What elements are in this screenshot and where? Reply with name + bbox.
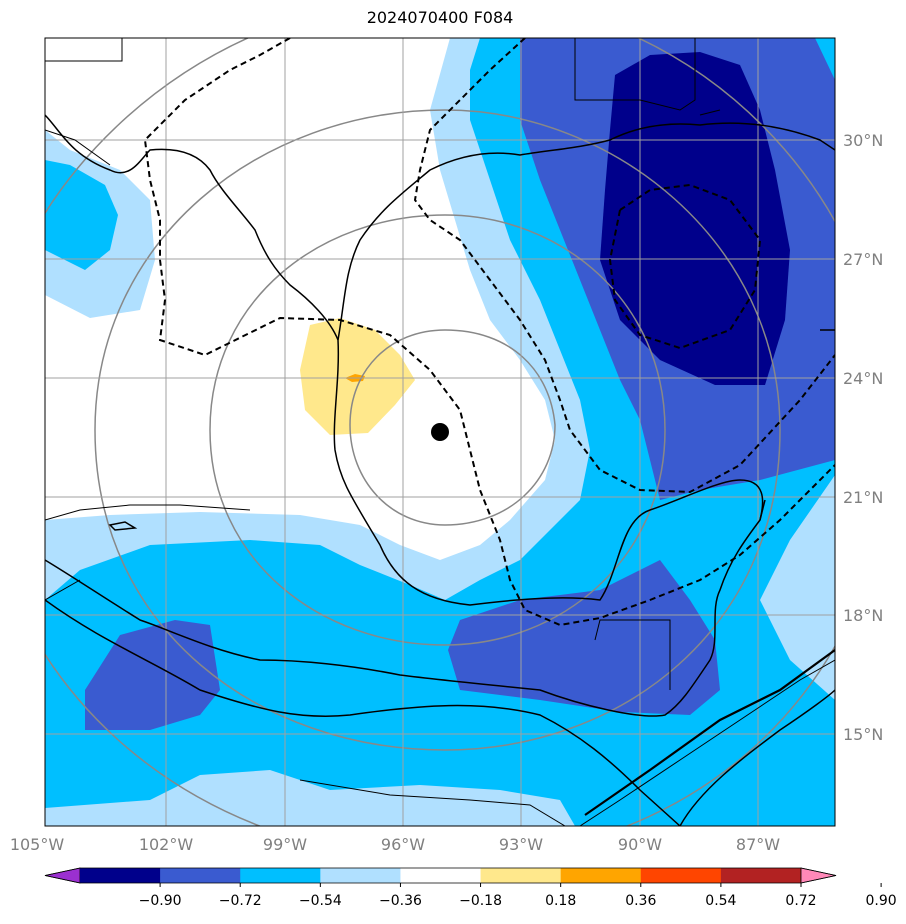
colorbar: −0.90 −0.72 −0.54 −0.36 −0.18 0.18 0.36 0.54 0.7… [44, 867, 897, 909]
colorbar-label: 0.72 [785, 893, 816, 909]
lat-label: 21°N [843, 488, 883, 507]
colorbar-outline [44, 867, 837, 884]
colorbar-extend-low [44, 867, 81, 884]
colorbar-label: 0.54 [705, 893, 736, 909]
colorbar-swatch [640, 868, 722, 883]
colorbar-label: −0.90 [139, 893, 182, 909]
lat-labels: 15°N 18°N 21°N 24°N 27°N 30°N [843, 131, 883, 744]
colorbar-extend-high [800, 867, 837, 884]
colorbar-swatch [560, 868, 642, 883]
contour-blue-sw [85, 620, 220, 730]
colorbar-label: −0.54 [299, 893, 342, 909]
colorbar-swatch [480, 868, 562, 883]
colorbar-label: −0.18 [459, 893, 502, 909]
colorbar-swatch [400, 868, 482, 883]
dashed-contours [143, 38, 835, 627]
colorbar-label: 0.18 [545, 893, 576, 909]
lon-label: 99°W [263, 835, 307, 854]
map-title: 2024070400 F084 [366, 8, 514, 27]
lat-label: 30°N [843, 131, 883, 150]
lat-label: 18°N [843, 606, 883, 625]
lat-label: 27°N [843, 250, 883, 269]
lon-label: 90°W [618, 835, 662, 854]
colorbar-swatch [160, 868, 241, 883]
coastlines [45, 114, 835, 826]
colorbar-label: 0.36 [625, 893, 656, 909]
colorbar-swatch [320, 868, 401, 883]
colorbar-swatch [240, 868, 321, 883]
lon-label: 96°W [381, 835, 425, 854]
lon-labels: 105°W 102°W 99°W 96°W 93°W 90°W 87°W [10, 835, 780, 854]
gridlines [45, 38, 835, 826]
colorbar-swatch [80, 868, 161, 883]
lat-label: 24°N [843, 369, 883, 388]
lon-label: 105°W [10, 835, 65, 854]
lon-label: 87°W [736, 835, 780, 854]
map-frame [44, 37, 836, 827]
lat-label: 15°N [843, 725, 883, 744]
colorbar-swatch [720, 868, 802, 883]
colorbar-label: −0.72 [219, 893, 262, 909]
colorbar-label: 0.90 [866, 893, 897, 909]
colorbar-label: −0.36 [379, 893, 422, 909]
borders [45, 38, 835, 826]
storm-center-marker [431, 423, 449, 441]
lon-label: 93°W [499, 835, 543, 854]
lon-label: 102°W [139, 835, 194, 854]
map-area [45, 38, 835, 826]
